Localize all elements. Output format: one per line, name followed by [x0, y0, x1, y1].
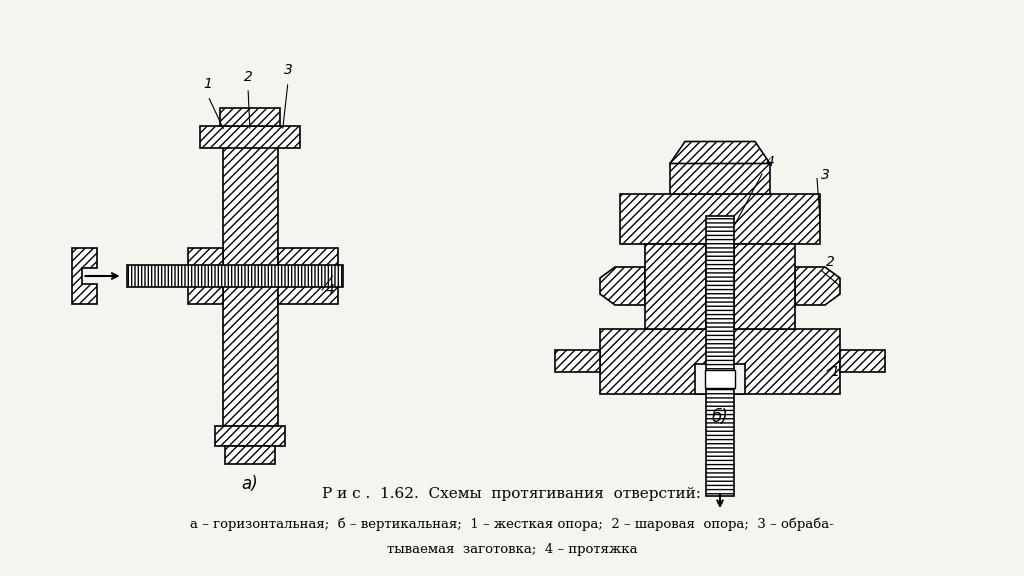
- Bar: [620, 194, 820, 244]
- Text: а): а): [242, 475, 258, 493]
- Bar: [555, 350, 600, 372]
- Text: тываемая  заготовка;  4 – протяжка: тываемая заготовка; 4 – протяжка: [387, 543, 637, 555]
- Bar: [645, 244, 706, 328]
- Text: 4: 4: [326, 283, 335, 297]
- Bar: [225, 446, 275, 464]
- Bar: [600, 328, 840, 393]
- Bar: [695, 363, 745, 393]
- Polygon shape: [73, 248, 97, 304]
- Bar: [222, 126, 278, 426]
- Text: 2: 2: [825, 255, 835, 269]
- Bar: [670, 164, 770, 194]
- Text: 2: 2: [244, 70, 253, 84]
- Polygon shape: [795, 267, 840, 305]
- Text: Р и с .  1.62.  Схемы  протягивания  отверстий:: Р и с . 1.62. Схемы протягивания отверст…: [323, 487, 701, 501]
- Polygon shape: [670, 142, 770, 164]
- Bar: [705, 369, 735, 388]
- Text: 3: 3: [820, 168, 829, 181]
- Text: 3: 3: [284, 63, 293, 77]
- Text: б): б): [712, 407, 728, 426]
- Bar: [215, 426, 285, 446]
- Text: 4: 4: [766, 155, 774, 169]
- Bar: [734, 244, 795, 328]
- Text: 1: 1: [204, 77, 212, 91]
- Polygon shape: [600, 267, 645, 305]
- Bar: [220, 108, 280, 126]
- Bar: [187, 248, 222, 304]
- Bar: [200, 126, 300, 148]
- Bar: [840, 350, 885, 372]
- Text: 1: 1: [830, 365, 840, 379]
- Bar: [706, 216, 734, 496]
- Bar: [128, 265, 342, 287]
- Text: а – горизонтальная;  б – вертикальная;  1 – жесткая опора;  2 – шаровая  опора; : а – горизонтальная; б – вертикальная; 1 …: [190, 517, 834, 530]
- Bar: [278, 248, 338, 304]
